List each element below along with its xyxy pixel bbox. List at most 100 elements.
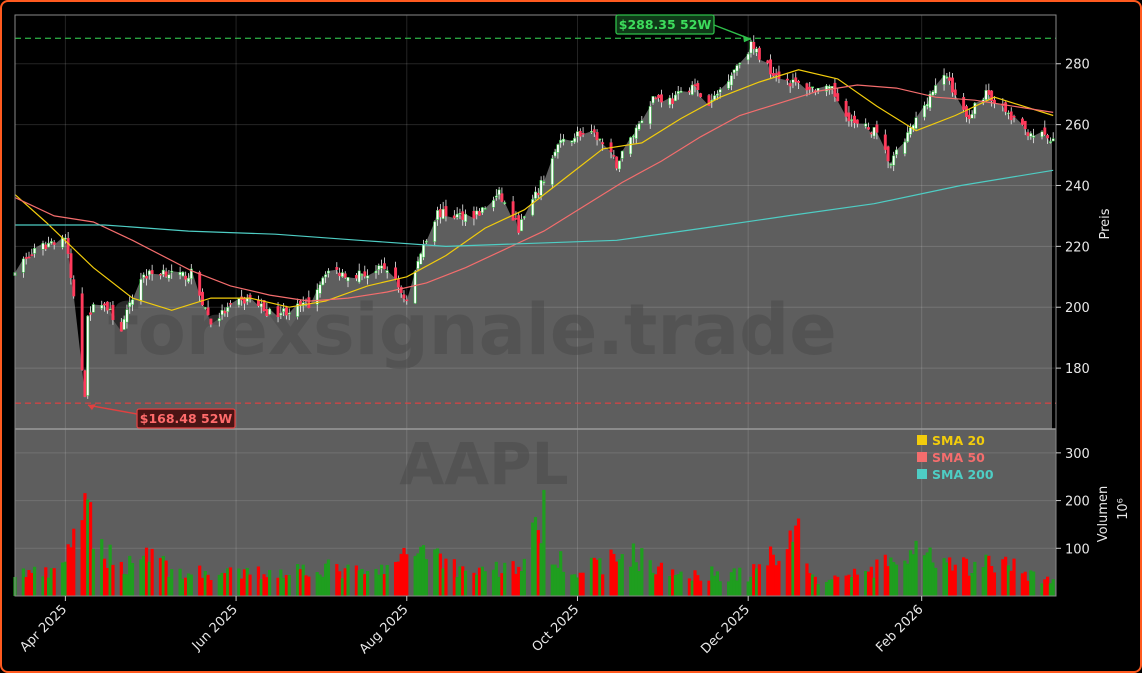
candle-body [931,91,935,96]
volume-bar [531,522,535,596]
candle-body [1051,138,1055,142]
volume-bar [24,577,28,596]
volume-bar [1020,573,1025,596]
volume-bar [279,569,283,596]
legend-swatch [917,469,927,479]
volume-bar [405,554,409,596]
volume-bar [360,568,364,596]
candle-body [749,41,753,54]
volume-bar [379,564,384,596]
candle-body [265,309,269,317]
volume-bar [189,574,193,596]
plot-border [14,14,1057,597]
volume-bar [452,559,456,596]
candle-body [808,86,812,90]
candle-body [433,221,437,242]
volume-bar [833,575,837,596]
candle-body [324,274,328,278]
volume-bar [556,567,560,596]
volume-bar [223,573,227,596]
volume-bar [91,548,95,596]
volume-bar [324,563,328,596]
volume-bar [343,568,347,596]
volume-bar [889,557,893,596]
candle-body [962,97,966,110]
volume-bar [385,565,389,596]
volume-bar [41,576,45,596]
volume-bar [304,575,308,596]
volume-bar [483,571,487,596]
candle-body [631,135,635,138]
volume-bar [105,567,109,596]
candle-body [805,83,809,91]
candle-body [27,256,31,259]
volume-bar [595,559,599,596]
volume-bar [967,575,971,596]
volume-bar [729,572,733,596]
candle-body [52,242,56,245]
candle-body [668,97,672,106]
candle-body [791,79,795,84]
candle-body [945,76,949,78]
volume-bar [480,566,484,596]
candle-body [687,90,691,93]
candle-body [394,267,398,279]
volume-bar [648,560,652,596]
volume-bar [852,568,857,596]
volume-bar [399,553,403,596]
candle-body [119,321,123,332]
volume-ytick-label: 300 [1065,447,1090,462]
x-tick-label: Dec 2025 [698,602,753,657]
volume-bar [950,570,955,596]
volume-bar [338,571,342,596]
candle-body [268,308,272,315]
candle-body [49,241,53,244]
volume-bar [992,572,997,596]
candle-body [634,127,638,139]
volume-bar [707,580,711,596]
candle-body [934,85,938,94]
volume-bar [256,566,261,596]
candle-body [850,119,854,121]
volume-bar [455,577,459,596]
volume-bar [307,576,311,596]
volume-bar [696,575,700,596]
volume-bar [631,543,636,596]
candle-body [990,90,994,101]
candle-body [374,270,378,274]
volume-bar [908,550,913,596]
candle-body [923,105,926,118]
volume-bar [693,570,697,596]
candle-body [455,213,459,218]
candle-body [360,274,364,276]
candle-body [892,155,896,166]
candle-body [872,127,876,137]
volume-bar [335,564,339,596]
candle-body [444,206,448,217]
volume-bar [785,549,789,596]
volume-bar [296,564,300,596]
volume-bar [738,567,742,596]
candle-body [570,140,574,143]
candle-body [103,303,106,306]
candle-body [1004,102,1008,112]
candle-body [83,370,87,397]
candle-body [794,77,798,83]
candle-body [159,273,162,276]
candle-body [413,271,417,304]
volume-bar [161,555,165,596]
volume-bar [178,568,182,596]
volume-bar [687,578,692,596]
volume-bar [209,580,213,596]
volume-bar [147,561,151,596]
volume-bar [634,562,638,596]
candle-body [315,289,319,305]
volume-bar [500,573,504,596]
candle-body [402,294,406,299]
volume-bar [718,581,722,596]
candle-body [869,132,873,135]
volume-bar [659,562,664,596]
candle-body [746,53,750,61]
candle-body [458,212,462,215]
